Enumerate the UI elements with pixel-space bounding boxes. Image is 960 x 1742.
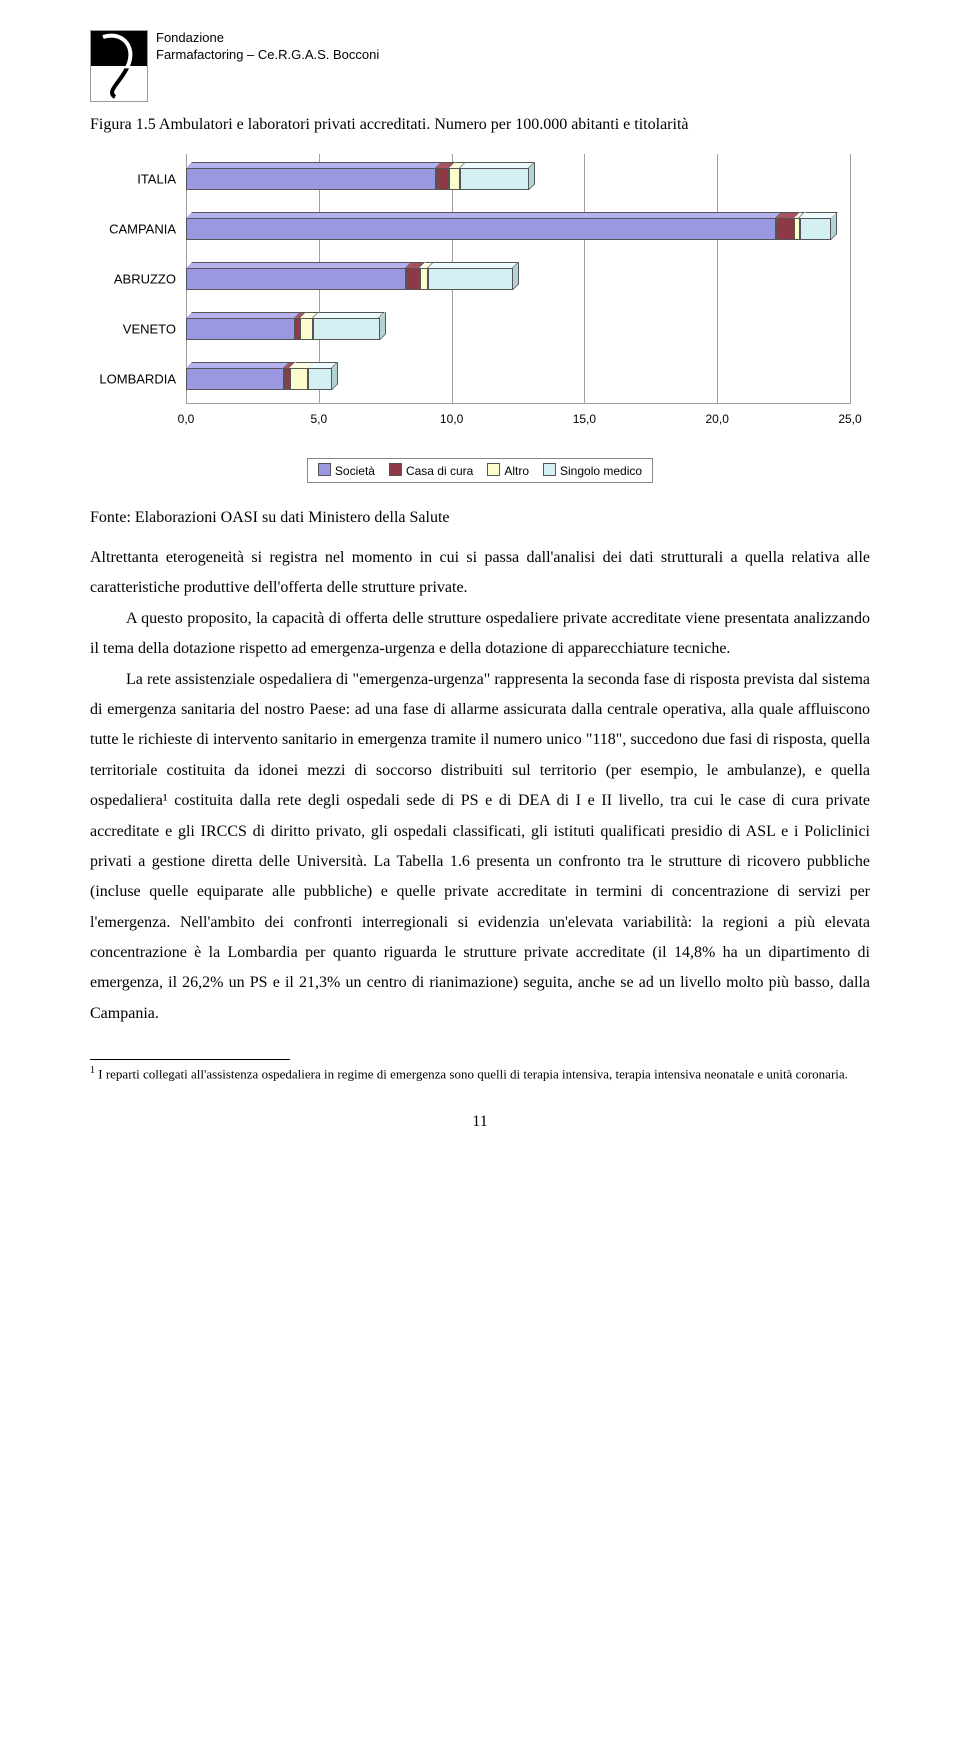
x-tick-label: 15,0 <box>573 412 596 426</box>
y-category-label: ABRUZZO <box>114 272 176 287</box>
legend-item: Singolo medico <box>543 463 642 478</box>
bar-segment <box>186 162 436 190</box>
bar-segments <box>186 362 332 390</box>
footnote-separator <box>90 1059 290 1060</box>
paragraph: A questo proposito, la capacità di offer… <box>90 604 870 665</box>
bar-segment <box>436 162 449 190</box>
x-tick-label: 0,0 <box>178 412 195 426</box>
grid-line <box>850 154 851 404</box>
bar-segments <box>186 162 529 190</box>
footnote: 1 I reparti collegati all'assistenza osp… <box>90 1064 870 1083</box>
y-category-label: LOMBARDIA <box>99 372 176 387</box>
bar-segment <box>308 362 332 390</box>
legend-swatch <box>389 463 402 476</box>
bar-segment <box>449 162 460 190</box>
footnote-marker: 1 <box>90 1065 95 1076</box>
legend-swatch <box>318 463 331 476</box>
header-line1: Fondazione <box>156 30 379 47</box>
legend-label: Altro <box>504 464 529 478</box>
x-tick-label: 10,0 <box>440 412 463 426</box>
logo <box>90 30 148 102</box>
bar-segments <box>186 312 380 340</box>
x-tick-label: 5,0 <box>310 412 327 426</box>
x-tick-label: 25,0 <box>838 412 861 426</box>
y-category-label: CAMPANIA <box>109 222 176 237</box>
body-text: Altrettanta eterogeneità si registra nel… <box>90 543 870 1029</box>
bar-segment <box>186 262 406 290</box>
paragraph: La rete assistenziale ospedaliera di "em… <box>90 665 870 1030</box>
legend-item: Società <box>318 463 375 478</box>
bar-segments <box>186 212 831 240</box>
x-tick-label: 20,0 <box>706 412 729 426</box>
grid-line <box>584 154 585 404</box>
bar-segment <box>290 362 309 390</box>
bar-segment <box>313 312 379 340</box>
y-category-label: VENETO <box>123 322 176 337</box>
header-line2: Farmafactoring – Ce.R.G.A.S. Bocconi <box>156 47 379 64</box>
bar-segment <box>428 262 513 290</box>
chart-legend: Società Casa di cura Altro Singolo medico <box>307 458 653 483</box>
bar-segment <box>186 362 284 390</box>
bar-segment <box>776 212 795 240</box>
bar-segment <box>460 162 529 190</box>
grid-line <box>717 154 718 404</box>
header-text: Fondazione Farmafactoring – Ce.R.G.A.S. … <box>156 30 379 64</box>
page-number: 11 <box>90 1113 870 1131</box>
legend-swatch <box>487 463 500 476</box>
legend-label: Società <box>335 464 375 478</box>
bar-segment <box>186 312 295 340</box>
paragraph: Altrettanta eterogeneità si registra nel… <box>90 543 870 604</box>
bar-segment <box>300 312 313 340</box>
page-header: Fondazione Farmafactoring – Ce.R.G.A.S. … <box>90 30 870 102</box>
legend-item: Altro <box>487 463 529 478</box>
legend-item: Casa di cura <box>389 463 473 478</box>
chart-source: Fonte: Elaborazioni OASI su dati Ministe… <box>90 509 870 527</box>
legend-label: Casa di cura <box>406 464 473 478</box>
footnote-text: I reparti collegati all'assistenza osped… <box>98 1067 848 1082</box>
bar-segments <box>186 262 513 290</box>
legend-label: Singolo medico <box>560 464 642 478</box>
bar-segment <box>420 262 428 290</box>
x-axis <box>186 403 850 404</box>
legend-swatch <box>543 463 556 476</box>
bar-segment <box>800 212 832 240</box>
figure-caption: Figura 1.5 Ambulatori e laboratori priva… <box>90 116 870 134</box>
bar-segment <box>406 262 419 290</box>
y-category-label: ITALIA <box>137 172 176 187</box>
bar-chart: 0,0 5,0 10,0 15,0 20,0 25,0 ITALIA CAMPANIA ABRU… <box>90 154 870 483</box>
bar-segment <box>186 212 776 240</box>
